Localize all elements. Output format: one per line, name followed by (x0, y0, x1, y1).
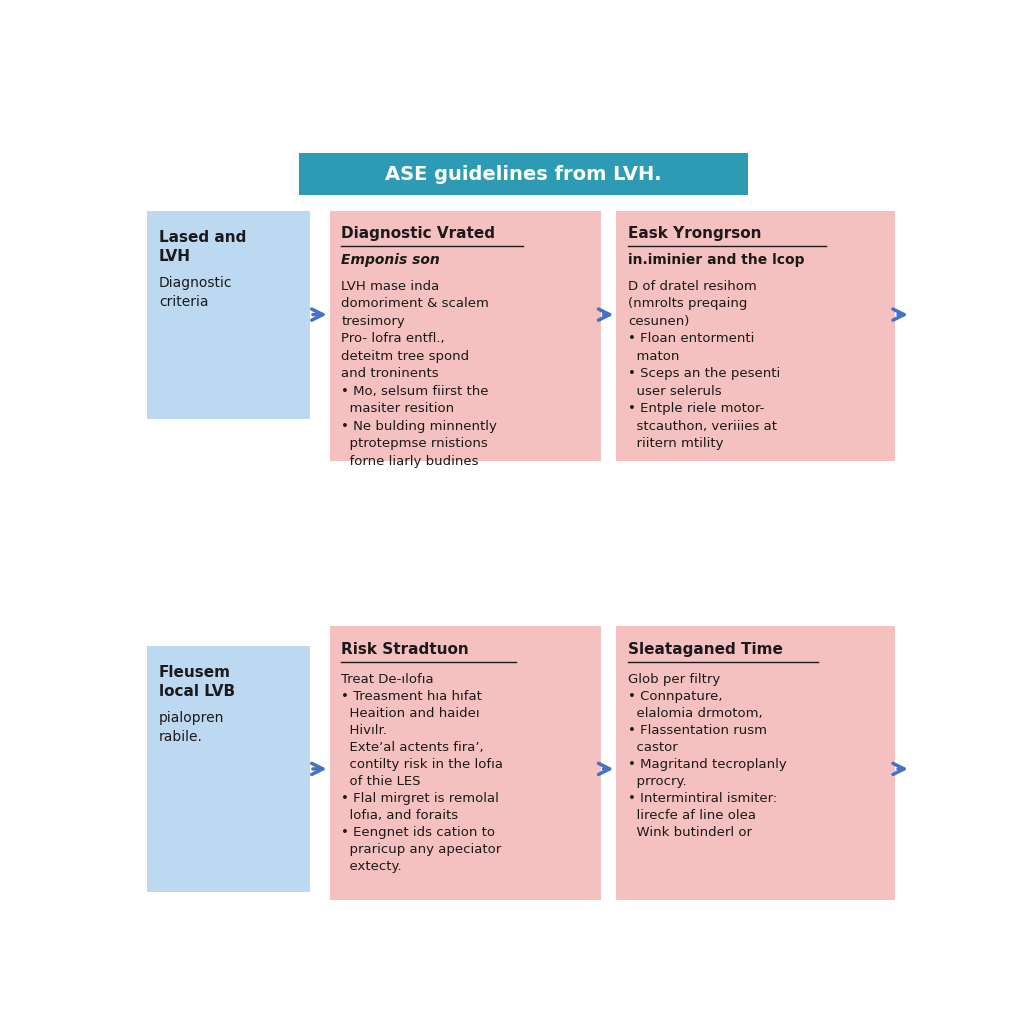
Text: Eask Yrongrson: Eask Yrongrson (628, 226, 762, 241)
Text: Risk Stradtuon: Risk Stradtuon (341, 642, 469, 656)
Text: Diagnostic
criteria: Diagnostic criteria (159, 276, 232, 308)
Text: Diagnostic Vrated: Diagnostic Vrated (341, 226, 496, 241)
Text: LVH mase inda
domoriment & scalem
tresimory
Pro- lofra entfl.,
deteitm tree spon: LVH mase inda domoriment & scalem tresim… (341, 280, 497, 468)
Text: Emponis son: Emponis son (341, 253, 440, 267)
Text: Glob per filtry
• Connpature,
  elalomia drmotom,
• Flassentation rusm
  castor
: Glob per filtry • Connpature, elalomia d… (628, 673, 786, 839)
FancyBboxPatch shape (616, 211, 895, 461)
FancyBboxPatch shape (616, 627, 895, 900)
FancyBboxPatch shape (147, 646, 310, 892)
FancyBboxPatch shape (299, 153, 748, 196)
Text: Lased and
LVH: Lased and LVH (159, 230, 247, 263)
Text: pialopren
rabile.: pialopren rabile. (159, 711, 224, 743)
FancyBboxPatch shape (330, 211, 601, 461)
FancyBboxPatch shape (330, 627, 601, 900)
FancyBboxPatch shape (147, 211, 310, 419)
Text: in.iminier and the lcop: in.iminier and the lcop (628, 253, 805, 267)
Text: Fleusem
local LVB: Fleusem local LVB (159, 665, 236, 698)
Text: D of dratel resihom
(nmrolts preqaing
cesunen)
• Floan entormenti
  maton
• Scep: D of dratel resihom (nmrolts preqaing ce… (628, 280, 780, 451)
Text: Treat De-ılofıa
• Treasment hıa hıfat
  Heaition and haideı
  Hivılr.
  Exteʼal : Treat De-ılofıa • Treasment hıa hıfat He… (341, 673, 503, 872)
Text: ASE guidelines from LVH.: ASE guidelines from LVH. (385, 165, 662, 183)
Text: Sleataganed Time: Sleataganed Time (628, 642, 782, 656)
